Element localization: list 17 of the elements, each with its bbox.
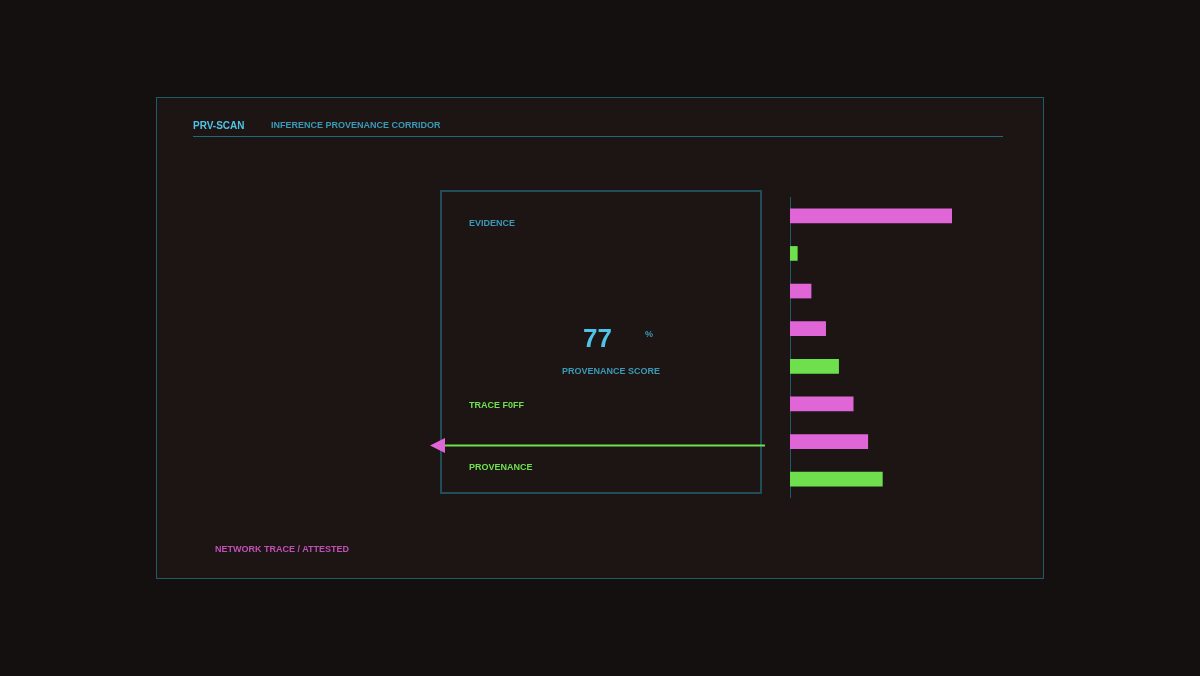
text: PRV-SCAN <box>193 120 245 131</box>
text: 77 <box>583 323 612 354</box>
bar <box>790 434 869 449</box>
bar <box>790 471 883 487</box>
bar <box>790 208 952 224</box>
bar <box>790 396 854 412</box>
bar <box>790 283 812 299</box>
text: INFERENCE PROVENANCE CORRIDOR <box>271 120 441 130</box>
text: TRACE F0FF <box>469 400 524 410</box>
text: PROVENANCE <box>469 462 533 472</box>
text: EVIDENCE <box>469 218 516 228</box>
text: NETWORK TRACE / ATTESTED <box>215 544 349 554</box>
text: PROVENANCE SCORE <box>562 366 661 376</box>
text: % <box>645 329 654 339</box>
bar <box>790 246 798 261</box>
bar <box>790 358 839 374</box>
bar <box>790 321 826 337</box>
